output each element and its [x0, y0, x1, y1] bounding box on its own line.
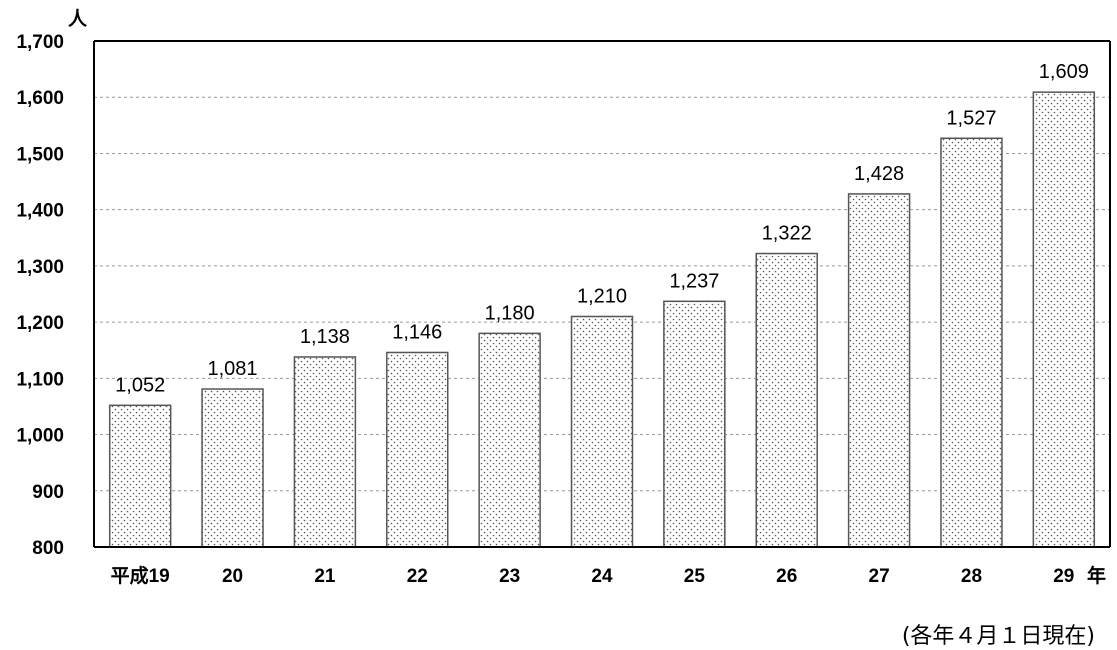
- value-label: 1,237: [669, 270, 719, 292]
- y-tick-label: 1,000: [16, 426, 64, 447]
- y-tick-label: 1,400: [16, 201, 64, 222]
- x-tick-label: 24: [591, 566, 613, 587]
- y-tick-label: 900: [32, 482, 64, 503]
- y-tick-label: 800: [32, 538, 64, 559]
- x-tick-label: 21: [314, 566, 336, 587]
- value-label: 1,428: [854, 163, 904, 185]
- value-label: 1,180: [485, 302, 535, 324]
- value-label: 1,138: [300, 326, 350, 348]
- bar: [570, 315, 634, 548]
- bar: [108, 404, 172, 548]
- bar: [755, 252, 818, 548]
- value-label: 1,527: [946, 107, 996, 129]
- x-tick-labels: 平成19 20 21 22 23 24 25 26 27 28 29: [111, 564, 1075, 587]
- value-label: 1,052: [115, 374, 165, 396]
- y-tick-label: 1,300: [16, 257, 64, 278]
- x-axis-unit: 年: [1087, 564, 1106, 587]
- bar: [386, 351, 449, 548]
- date-note: (各年４月１日現在): [901, 624, 1095, 649]
- y-tick-label: 1,500: [16, 144, 64, 165]
- x-tick-label: 平成19: [111, 564, 170, 587]
- value-label: 1,146: [392, 321, 442, 343]
- axes: [93, 40, 1111, 548]
- value-label: 1,081: [208, 358, 258, 380]
- bar: [478, 332, 541, 548]
- bar: [847, 193, 911, 548]
- y-tick-labels: 800 900 1,000 1,100 1,200 1,300 1,400 1,500 1,60…: [16, 32, 64, 559]
- x-tick-label: 25: [684, 566, 706, 587]
- value-labels: 1,052 1,081 1,138 1,146 1,180 1,210 1,237 1,322…: [115, 61, 1089, 396]
- value-label: 1,609: [1039, 61, 1089, 83]
- y-tick-label: 1,700: [16, 32, 64, 53]
- y-tick-label: 1,100: [16, 369, 64, 390]
- value-label: 1,322: [762, 223, 812, 245]
- x-tick-label: 28: [961, 566, 982, 587]
- bars: [108, 91, 1096, 548]
- bar: [201, 388, 264, 548]
- y-axis-unit: 人: [68, 8, 88, 30]
- bar: [940, 137, 1003, 548]
- y-tick-label: 1,600: [16, 88, 64, 109]
- y-tick-label: 1,200: [16, 313, 64, 334]
- bar: [663, 300, 726, 548]
- x-tick-label: 27: [869, 566, 890, 587]
- x-tick-label: 26: [776, 566, 797, 587]
- x-tick-label: 23: [499, 566, 520, 587]
- value-label: 1,210: [577, 285, 627, 307]
- bar: [1032, 91, 1096, 548]
- bar: [293, 356, 357, 548]
- x-tick-label: 29: [1053, 566, 1074, 587]
- x-tick-label: 22: [407, 566, 428, 587]
- x-tick-label: 20: [222, 566, 243, 587]
